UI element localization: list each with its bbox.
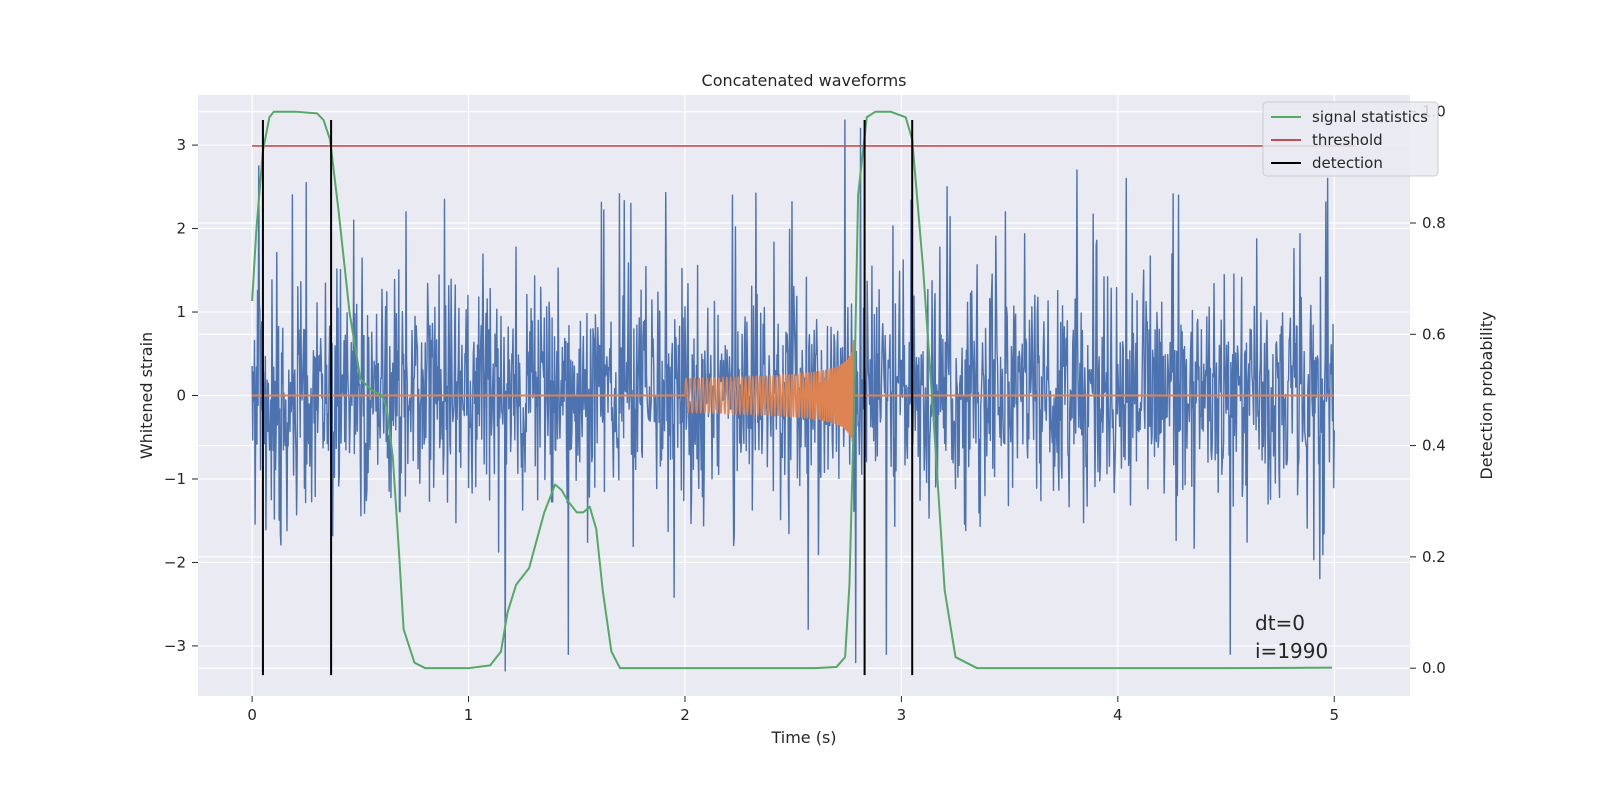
annotation-text: dt=0 <box>1255 611 1305 635</box>
y-right-tick-label: 0.8 <box>1422 214 1446 232</box>
template-chirp <box>684 340 855 448</box>
y-left-tick-label: −3 <box>164 637 186 655</box>
y-right-tick-label: 0.6 <box>1422 325 1446 343</box>
legend-detection-label: detection <box>1312 154 1383 172</box>
x-tick-label: 5 <box>1329 706 1339 724</box>
y-left-tick-label: 2 <box>176 220 186 238</box>
y-axis-label-right: Detection probability <box>1477 311 1496 479</box>
y-axis-label-left: Whitened strain <box>137 332 156 459</box>
y-right-tick-label: 0.2 <box>1422 548 1446 566</box>
y-left-tick-label: 1 <box>176 303 186 321</box>
x-tick-label: 2 <box>680 706 690 724</box>
y-left-tick-label: 3 <box>176 136 186 154</box>
signal-statistics-line <box>251 110 1333 670</box>
y-right-tick-label: 0.4 <box>1422 437 1446 455</box>
x-tick-label: 1 <box>464 706 474 724</box>
legend-signal-statistics-label: signal statistics <box>1312 108 1428 126</box>
legend-threshold-label: threshold <box>1312 131 1383 149</box>
x-axis-label: Time (s) <box>770 728 836 747</box>
annotation-text: i=1990 <box>1255 639 1328 663</box>
strain-line <box>251 119 1335 672</box>
legend-box <box>1262 101 1439 177</box>
y-left-tick-label: −2 <box>164 553 186 571</box>
x-tick-label: 3 <box>897 706 907 724</box>
chart-title: Concatenated waveforms <box>702 71 907 90</box>
x-tick-label: 0 <box>247 706 257 724</box>
y-left-tick-label: −1 <box>164 470 186 488</box>
x-tick-label: 4 <box>1113 706 1123 724</box>
y-left-tick-label: 0 <box>176 387 186 405</box>
y-right-tick-label: 0.0 <box>1422 659 1446 677</box>
